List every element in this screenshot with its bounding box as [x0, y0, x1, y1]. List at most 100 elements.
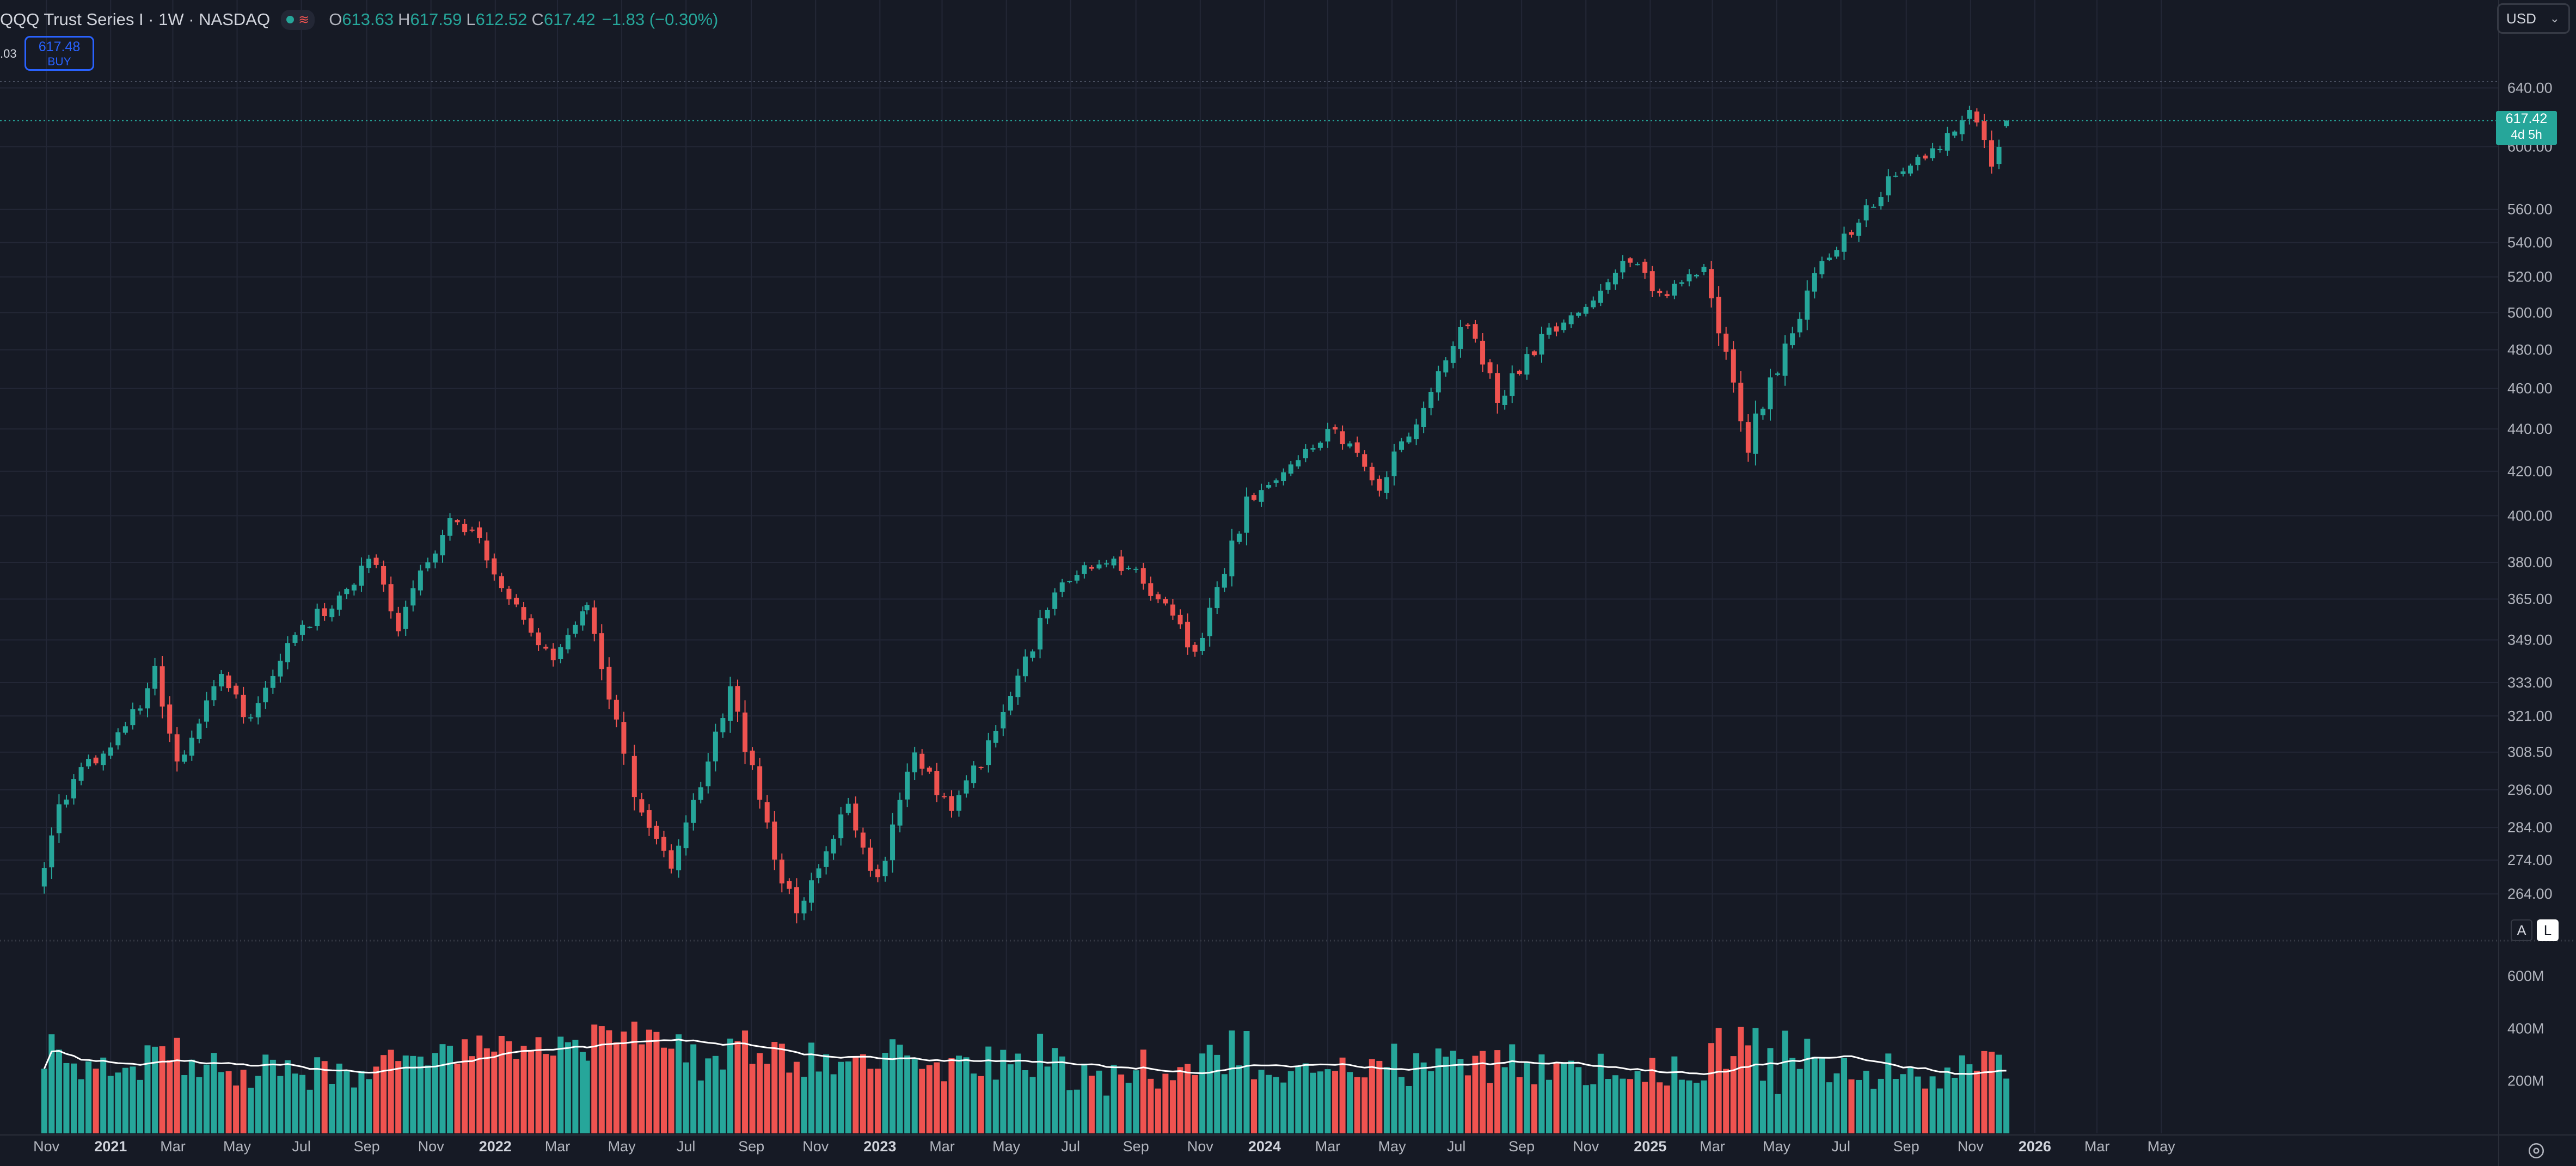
volume-bar: [1185, 1064, 1191, 1133]
volume-bar: [1111, 1065, 1117, 1133]
candle-body: [941, 796, 947, 797]
candle-body: [1266, 485, 1272, 488]
volume-bar: [992, 1079, 999, 1133]
candle-body: [469, 529, 475, 531]
volume-bar: [100, 1057, 107, 1133]
candle-body: [373, 557, 379, 565]
candle-body: [2004, 120, 2009, 126]
candle-body: [912, 752, 917, 772]
volume-bar: [697, 1080, 704, 1133]
volume-bar: [1258, 1070, 1265, 1133]
volume-bar: [41, 1069, 47, 1133]
volume-bar: [1789, 1058, 1796, 1133]
volume-bar: [107, 1076, 114, 1133]
volume-bar: [1369, 1059, 1375, 1133]
volume-bar: [1081, 1063, 1088, 1133]
candle-body: [248, 717, 254, 719]
candle-body: [1001, 711, 1006, 729]
volume-bar: [1229, 1030, 1235, 1133]
volume-bar: [469, 1056, 475, 1133]
volume-bar: [292, 1073, 298, 1133]
volume-bar: [1273, 1077, 1279, 1133]
candle-body: [639, 799, 645, 813]
candle-body: [1384, 477, 1389, 493]
candle-body: [1886, 176, 1891, 195]
volume-bar: [1391, 1044, 1397, 1133]
volume-bar: [159, 1046, 165, 1133]
market-status-pill[interactable]: ≋: [281, 9, 315, 30]
candle-body: [772, 821, 777, 860]
candle-body: [1612, 273, 1618, 285]
volume-bar: [269, 1059, 276, 1133]
buy-label: BUY: [47, 56, 71, 68]
time-tick-label: Sep: [738, 1138, 764, 1155]
volume-bar: [1280, 1082, 1287, 1133]
candle-body: [1480, 340, 1486, 365]
candle-body: [1790, 333, 1795, 346]
candle-body: [1391, 451, 1397, 476]
volume-bar: [181, 1075, 188, 1133]
price-tick-label: 500.00: [2507, 304, 2553, 321]
volume-bar: [1266, 1075, 1272, 1133]
candle-body: [322, 608, 327, 616]
candle-body: [307, 627, 312, 628]
volume-bar: [1206, 1045, 1213, 1133]
volume-bar: [439, 1044, 446, 1133]
candle-body: [270, 676, 275, 688]
volume-bar: [381, 1055, 387, 1133]
time-tick-label: Mar: [1315, 1138, 1341, 1155]
volume-bar: [240, 1070, 247, 1133]
log-scale-button[interactable]: L: [2537, 919, 2559, 941]
volume-bar: [395, 1061, 402, 1133]
candle-body: [1635, 264, 1640, 266]
candle-body: [219, 674, 224, 686]
volume-bar: [764, 1064, 770, 1133]
volume-bar: [535, 1037, 542, 1133]
volume-bar: [1730, 1056, 1737, 1133]
candle-body: [727, 686, 733, 721]
candle-body: [1524, 354, 1530, 375]
candle-body: [683, 822, 689, 849]
volume-bar: [1457, 1059, 1464, 1133]
candle-body: [993, 731, 998, 743]
candle-body: [115, 732, 121, 746]
time-axis[interactable]: Nov 2021 Mar May Jul Sep Nov 2022 Mar May Jul Sep No…: [33, 1138, 2175, 1155]
price-axis[interactable]: 640.00600.00560.00540.00520.00500.00480.…: [2507, 79, 2553, 902]
candle-body: [1215, 587, 1220, 609]
candle-body: [1628, 258, 1633, 263]
price-tick-label: 520.00: [2507, 269, 2553, 285]
candle-body: [182, 754, 187, 762]
candle-body: [592, 607, 597, 634]
candle-body: [388, 584, 394, 612]
candle-body: [927, 768, 932, 772]
buy-button[interactable]: 617.48 BUY: [24, 36, 94, 71]
candle-body: [978, 766, 984, 768]
currency-select[interactable]: USD ⌄: [2497, 3, 2570, 34]
symbol-title[interactable]: QQQ Trust Series I · 1W · NASDAQ: [0, 10, 271, 29]
candle-body: [440, 535, 445, 556]
candle-body: [890, 824, 896, 861]
gear-icon[interactable]: [2525, 1139, 2548, 1162]
candle-body: [263, 688, 268, 703]
volume-bar: [1324, 1069, 1331, 1133]
candle-body: [1686, 274, 1692, 281]
volume-bar: [1192, 1075, 1198, 1133]
auto-scale-button[interactable]: A: [2511, 919, 2532, 941]
volume-bar: [882, 1053, 888, 1133]
candle-body: [565, 635, 571, 649]
candle-body: [197, 723, 202, 739]
volume-bar: [402, 1055, 409, 1133]
candle-body: [1008, 696, 1013, 711]
candle-body: [1694, 274, 1699, 277]
candle-body: [1133, 568, 1139, 570]
volume-bar: [1096, 1070, 1102, 1133]
candle-body: [1200, 637, 1205, 652]
volume-tick-label: 600M: [2507, 968, 2544, 984]
time-tick-label: Sep: [1123, 1138, 1149, 1155]
candle-body: [93, 757, 99, 764]
volume-bar: [410, 1055, 416, 1133]
volume-bar: [1597, 1053, 1604, 1133]
candle-body: [1923, 155, 1928, 159]
candle-body: [1369, 467, 1375, 481]
